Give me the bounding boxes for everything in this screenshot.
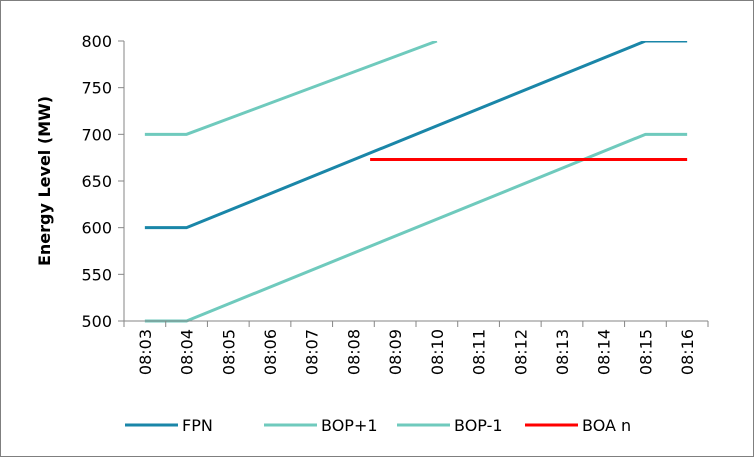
y-tick-label: 800 (81, 32, 112, 51)
y-tick-label: 750 (81, 79, 112, 98)
x-tick-label: 08:05 (219, 329, 238, 375)
y-tick-label: 500 (81, 312, 112, 331)
x-tick-label: 08:15 (636, 329, 655, 375)
x-tick-label: 08:10 (428, 329, 447, 375)
series-line-fpn (144, 41, 688, 230)
x-tick-label: 08:14 (595, 329, 614, 375)
x-tick-label: 08:12 (511, 329, 530, 375)
x-tick-label: 08:06 (261, 329, 280, 375)
x-tick-label: 08:03 (136, 329, 155, 375)
x-tick-label: 08:04 (178, 329, 197, 375)
legend-label: BOP+1 (321, 416, 378, 435)
y-tick-label: 650 (81, 172, 112, 191)
y-axis-title-group: Energy Level (MW) (35, 96, 54, 266)
y-tick-label: 700 (81, 125, 112, 144)
y-tick-label: 600 (81, 219, 112, 238)
x-tick-label: 08:13 (553, 329, 572, 375)
legend: FPN BOP+1 BOP-1 BOA n (125, 416, 631, 435)
legend-label: FPN (182, 416, 213, 435)
x-tick-label: 08:11 (470, 329, 489, 375)
x-tick-label: 08:08 (344, 329, 363, 375)
axes: 500 550 600 650 700 750 800 08:03 08:04 08:05 08:0… (81, 32, 709, 375)
x-tick-label: 08:07 (303, 329, 322, 375)
series-line-bop-1 (144, 41, 438, 136)
x-tick-label: 08:09 (386, 329, 405, 375)
y-tick-label: 550 (81, 265, 112, 284)
legend-label: BOA n (582, 416, 631, 435)
y-axis-title: Energy Level (MW) (35, 96, 54, 266)
x-tick-label: 08:16 (678, 329, 697, 375)
legend-label: BOP-1 (454, 416, 503, 435)
